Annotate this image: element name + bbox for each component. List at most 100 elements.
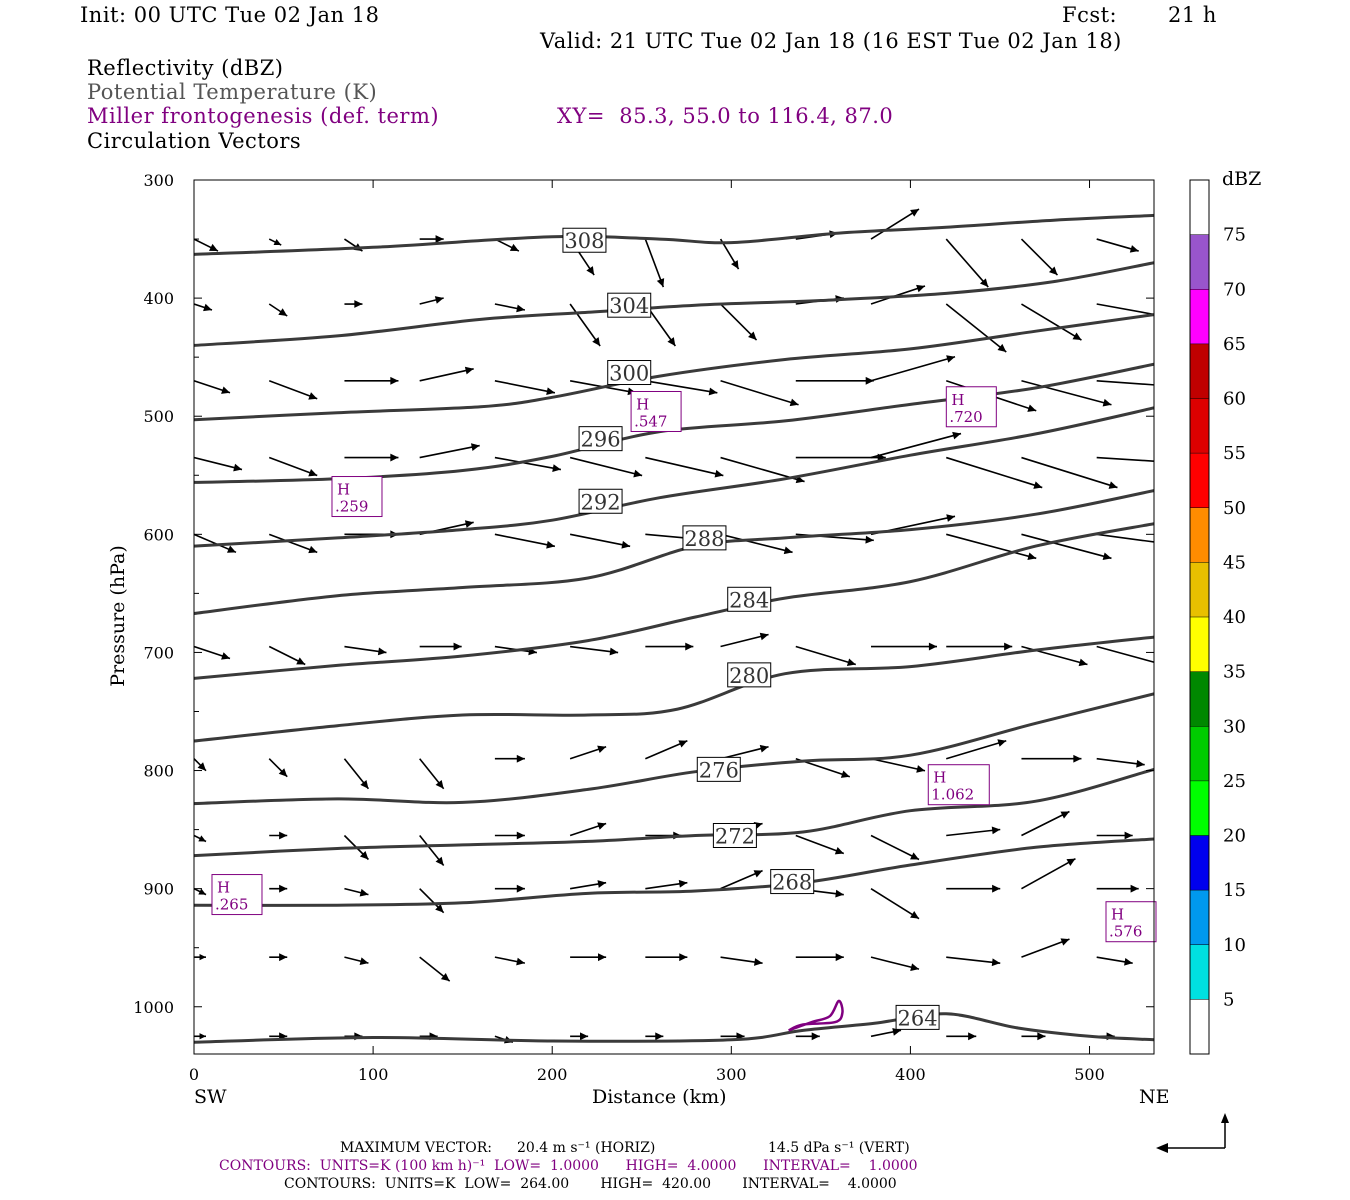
- circulation-vector: [1154, 643, 1184, 651]
- y-tick-label: 1000: [133, 998, 174, 1017]
- circulation-vector: [946, 642, 1013, 651]
- vector-shaft: [1021, 303, 1082, 341]
- vector-head: [846, 658, 856, 666]
- vector-head: [598, 953, 607, 962]
- circulation-vector: [569, 456, 643, 478]
- circulation-vector: [645, 879, 688, 890]
- vector-head: [708, 387, 718, 396]
- vector-head: [840, 770, 850, 778]
- vector-head: [1172, 382, 1180, 390]
- vector-head: [910, 963, 920, 971]
- theta-contour-284: [194, 522, 1154, 680]
- circulation-vector: [1021, 533, 1112, 561]
- vector-head: [667, 337, 676, 347]
- frontogenesis-max-label: H: [636, 395, 649, 413]
- vector-head: [197, 762, 206, 771]
- legend-frontogenesis: Miller frontogenesis (def. term): [87, 104, 440, 128]
- theta-contour-label: 304: [609, 294, 649, 318]
- theta-label-box: [696, 756, 741, 782]
- circulation-vector: [870, 834, 920, 861]
- x-tick-label: 0: [189, 1065, 199, 1084]
- colorbar-unit: dBZ: [1222, 168, 1262, 190]
- vector-head: [1108, 481, 1118, 489]
- theta-contour-304: [194, 261, 1154, 347]
- circulation-vector: [1154, 954, 1166, 960]
- circulation-vector: [720, 744, 769, 760]
- vector-head: [1048, 266, 1058, 276]
- colorbar-segment: [1190, 180, 1209, 235]
- vector-head: [656, 278, 665, 288]
- circulation-vector: [194, 533, 237, 554]
- vector-head: [1027, 404, 1037, 412]
- plot-area: [194, 180, 1154, 1054]
- vector-head: [279, 953, 288, 962]
- vector-shaft: [645, 379, 718, 394]
- vector-shaft: [720, 533, 793, 554]
- circulation-vector: [946, 533, 1037, 561]
- theta-label-box: [727, 662, 772, 688]
- vector-shaft: [946, 533, 1037, 560]
- vector-head: [685, 642, 694, 651]
- circulation-vector: [419, 758, 445, 790]
- vector-shaft: [795, 645, 857, 666]
- vector-head: [453, 642, 462, 651]
- circulation-vector: [194, 303, 213, 312]
- theta-label-box: [895, 1004, 940, 1030]
- circulation-vector: [1154, 755, 1172, 763]
- x-tick-label: 200: [537, 1065, 568, 1084]
- circulation-vector: [569, 303, 601, 347]
- vector-shaft: [1096, 645, 1154, 663]
- colorbar-segment: [1190, 835, 1209, 891]
- vector-head: [759, 632, 769, 641]
- colorbar-segment: [1190, 234, 1209, 290]
- circulation-vector: [645, 953, 688, 962]
- vector-shaft: [645, 456, 724, 477]
- x-tick-label: 400: [895, 1065, 926, 1084]
- circulation-vector: [645, 379, 718, 396]
- vector-head: [199, 1033, 206, 1040]
- theta-label-box: [682, 525, 727, 551]
- circulation-vector: [795, 376, 874, 385]
- vector-shaft: [1096, 533, 1154, 543]
- circulation-vector: [194, 954, 206, 961]
- circulation-vector: [268, 303, 288, 317]
- vector-head: [440, 973, 450, 982]
- circulation-vector: [1096, 757, 1145, 768]
- frontogenesis-max-box: [630, 390, 682, 432]
- circulation-vector: [344, 453, 399, 462]
- vector-head: [748, 331, 757, 341]
- circulation-vector: [871, 642, 938, 651]
- vector-head: [916, 284, 926, 293]
- vector-head: [679, 953, 688, 962]
- theta-contour-276: [194, 692, 1154, 806]
- colorbar-segment: [1190, 944, 1209, 1000]
- circulation-vector: [1096, 831, 1133, 840]
- vector-shaft: [870, 757, 926, 772]
- colorbar-tick-label: 60: [1223, 389, 1246, 410]
- colorbar-segment: [1190, 780, 1209, 836]
- circulation-vector: [870, 887, 920, 920]
- vector-head: [221, 386, 230, 394]
- vector-head: [597, 880, 607, 888]
- max-vector-horizontal: 20.4 m s⁻¹ (HORIZ): [517, 1140, 656, 1156]
- forecast-hour: 21 h: [1168, 3, 1217, 27]
- x-tick-label: 100: [358, 1065, 389, 1084]
- circulation-vector: [1021, 1032, 1046, 1041]
- vector-head: [435, 779, 444, 789]
- circulation-vector: [1021, 456, 1118, 489]
- vector-head: [834, 846, 844, 855]
- circulation-vector: [1021, 303, 1082, 341]
- vector-shaft: [1021, 938, 1070, 958]
- frontogenesis-max-value: .259: [335, 498, 368, 516]
- y-tick-label: 400: [143, 289, 174, 308]
- vector-head: [203, 303, 212, 312]
- colorbar-segment: [1190, 453, 1209, 508]
- theta-contour-label: 296: [581, 428, 621, 452]
- y-tick-label: 300: [143, 171, 174, 190]
- frontogenesis-max-box: [1105, 901, 1157, 943]
- vector-shaft: [569, 533, 631, 548]
- circulation-vector: [795, 834, 845, 855]
- forecast-label: Fcst:: [1062, 3, 1118, 27]
- vector-head: [1178, 541, 1187, 549]
